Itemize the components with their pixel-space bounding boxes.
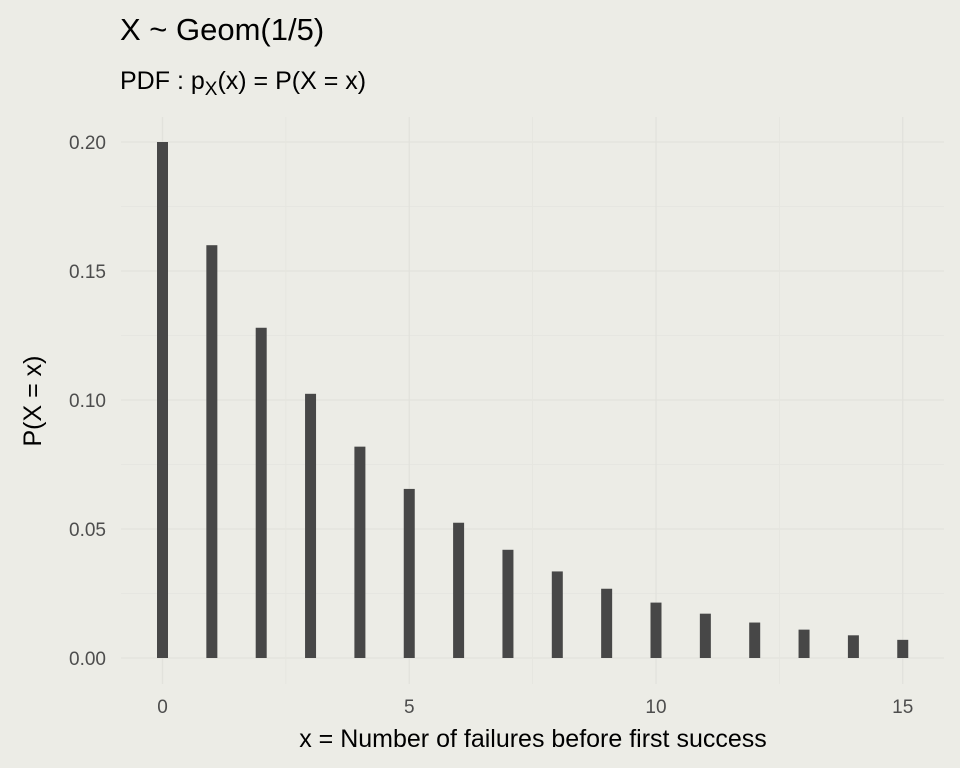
bar-x-14 bbox=[847, 635, 859, 658]
y-tick-labels: 0.00 0.05 0.10 0.15 0.20 bbox=[69, 133, 106, 670]
bar-x-5 bbox=[403, 488, 415, 658]
subtitle-subscript: X bbox=[205, 79, 218, 100]
x-tick-label: 15 bbox=[892, 697, 913, 718]
subtitle-suffix: (x) = P(X = x) bbox=[217, 67, 366, 95]
y-tick-label: 0.00 bbox=[69, 649, 106, 670]
y-tick-label: 0.05 bbox=[69, 520, 106, 541]
bar-x-8 bbox=[551, 571, 563, 658]
bar-x-6 bbox=[453, 522, 465, 658]
bar-x-11 bbox=[699, 613, 711, 658]
y-tick-label: 0.10 bbox=[69, 391, 106, 412]
bar-x-0 bbox=[157, 142, 168, 658]
x-tick-label: 0 bbox=[157, 697, 168, 718]
bar-x-1 bbox=[206, 245, 218, 658]
bar-x-2 bbox=[255, 327, 267, 658]
bars bbox=[157, 142, 909, 658]
subtitle-prefix: PDF : p bbox=[120, 67, 205, 95]
y-tick-label: 0.15 bbox=[69, 262, 106, 283]
bar-x-4 bbox=[354, 446, 366, 658]
y-axis-title: P(X = x) bbox=[19, 356, 47, 447]
bar-x-3 bbox=[305, 393, 317, 658]
y-tick-label: 0.20 bbox=[69, 133, 106, 154]
bar-x-10 bbox=[650, 602, 662, 658]
x-tick-labels: 0 5 10 15 bbox=[157, 697, 913, 718]
chart-subtitle: PDF : pX(x) = P(X = x) bbox=[120, 67, 366, 100]
bar-x-12 bbox=[749, 622, 761, 658]
x-axis-title: x = Number of failures before first succ… bbox=[299, 725, 767, 753]
x-tick-label: 10 bbox=[645, 697, 666, 718]
x-tick-label: 5 bbox=[404, 697, 415, 718]
chart-title: X ~ Geom(1/5) bbox=[120, 12, 324, 47]
bar-x-9 bbox=[601, 588, 613, 658]
bar-x-13 bbox=[798, 629, 810, 658]
bar-x-7 bbox=[502, 549, 514, 658]
bar-x-15 bbox=[897, 639, 909, 658]
